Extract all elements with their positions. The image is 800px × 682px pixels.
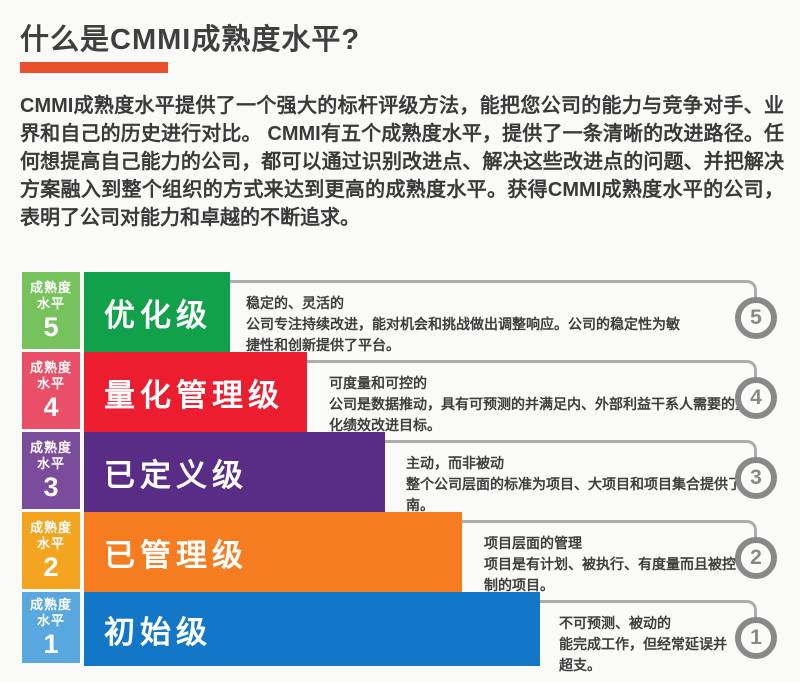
title-underline xyxy=(20,62,168,73)
level-badge: 5 xyxy=(735,297,777,339)
level-bar-title: 初始级 xyxy=(104,614,212,650)
intro-paragraph: CMMI成熟度水平提供了一个强大的标杆评级方法，能把您公司的能力与竞争对手、业界… xyxy=(20,95,784,229)
level-bar: 初始级 xyxy=(84,592,540,666)
level-badge: 1 xyxy=(735,617,777,659)
level-label-block: 成熟度 水平 1 xyxy=(22,592,80,663)
level-label-block: 成熟度 水平 2 xyxy=(22,512,80,589)
connector-line xyxy=(230,280,757,300)
description-summary: 主动，而非被动 xyxy=(406,455,504,471)
level-number: 4 xyxy=(43,392,59,422)
connector-line xyxy=(462,520,757,540)
level-bar-title: 已定义级 xyxy=(104,457,248,493)
level-label-line1: 成熟度 xyxy=(29,360,72,375)
connector-line xyxy=(385,440,757,460)
level-number: 5 xyxy=(43,312,59,342)
description-detail: 公司是数据推动，具有可预测的并满足内、外部利益干系人需要的量化绩效改进目标。 xyxy=(329,396,749,433)
badge-number: 2 xyxy=(750,546,762,569)
level-label-block: 成熟度 水平 5 xyxy=(22,272,80,349)
page-title: 什么是CMMI成熟度水平? xyxy=(20,24,361,56)
level-badge: 3 xyxy=(735,457,777,499)
level-number: 3 xyxy=(43,472,59,502)
description-summary: 可度量和可控的 xyxy=(329,375,427,391)
level-bar: 已管理级 xyxy=(84,512,462,592)
level-bar-title: 量化管理级 xyxy=(104,377,284,413)
maturity-level-row-1: 成熟度 水平 1 初始级 不可预测、被动的 能完成工作，但经常延误并超支。 1 xyxy=(0,592,800,673)
description-summary: 稳定的、灵活的 xyxy=(246,295,344,311)
level-label-line2: 水平 xyxy=(36,456,65,471)
level-label-line1: 成熟度 xyxy=(29,597,72,612)
level-bar: 量化管理级 xyxy=(84,352,307,432)
level-description: 稳定的、灵活的 公司专注持续改进，能对机会和挑战做出调整响应。公司的稳定性为敏捷… xyxy=(246,293,688,356)
description-detail: 项目是有计划、被执行、有度量而且被控制的项目。 xyxy=(484,556,736,593)
maturity-level-row-2: 成熟度 水平 2 已管理级 项目层面的管理 项目是有计划、被执行、有度量而且被控… xyxy=(0,512,800,593)
connector-line xyxy=(307,360,757,380)
level-badge: 2 xyxy=(735,537,777,579)
level-bar-title: 优化级 xyxy=(104,297,212,333)
level-number: 1 xyxy=(43,629,59,659)
description-detail: 整个公司层面的标准为项目、大项目和项目集合提供了指南。 xyxy=(406,476,756,513)
level-label-line1: 成熟度 xyxy=(29,440,72,455)
level-description: 不可预测、被动的 能完成工作，但经常延误并超支。 xyxy=(559,613,739,676)
level-description: 项目层面的管理 项目是有计划、被执行、有度量而且被控制的项目。 xyxy=(484,533,749,596)
level-description: 主动，而非被动 整个公司层面的标准为项目、大项目和项目集合提供了指南。 xyxy=(406,453,756,516)
level-label-line1: 成熟度 xyxy=(29,520,72,535)
level-label-line2: 水平 xyxy=(36,376,65,391)
level-badge: 4 xyxy=(735,377,777,419)
level-description: 可度量和可控的 公司是数据推动，具有可预测的并满足内、外部利益干系人需要的量化绩… xyxy=(329,373,759,436)
level-label-block: 成熟度 水平 3 xyxy=(22,432,80,509)
description-summary: 不可预测、被动的 xyxy=(559,615,671,631)
description-summary: 项目层面的管理 xyxy=(484,535,582,551)
connector-line xyxy=(540,600,757,620)
maturity-level-row-5: 成熟度 水平 5 优化级 稳定的、灵活的 公司专注持续改进，能对机会和挑战做出调… xyxy=(0,272,800,353)
level-bar-title: 已管理级 xyxy=(104,537,248,573)
level-label-block: 成熟度 水平 4 xyxy=(22,352,80,429)
level-number: 2 xyxy=(43,552,59,582)
badge-number: 4 xyxy=(750,386,762,409)
level-label-line1: 成熟度 xyxy=(29,280,72,295)
badge-number: 5 xyxy=(750,306,762,329)
maturity-diagram: 成熟度 水平 5 优化级 稳定的、灵活的 公司专注持续改进，能对机会和挑战做出调… xyxy=(0,272,800,673)
level-bar: 优化级 xyxy=(84,272,230,352)
description-detail: 能完成工作，但经常延误并超支。 xyxy=(559,636,727,673)
level-label-line2: 水平 xyxy=(36,296,65,311)
badge-number: 1 xyxy=(750,626,762,649)
description-detail: 公司专注持续改进，能对机会和挑战做出调整响应。公司的稳定性为敏捷性和创新提供了平… xyxy=(246,316,680,353)
maturity-level-row-3: 成熟度 水平 3 已定义级 主动，而非被动 整个公司层面的标准为项目、大项目和项… xyxy=(0,432,800,513)
badge-number: 3 xyxy=(750,466,762,489)
level-label-line2: 水平 xyxy=(36,613,65,628)
maturity-level-row-4: 成熟度 水平 4 量化管理级 可度量和可控的 公司是数据推动，具有可预测的并满足… xyxy=(0,352,800,433)
level-bar: 已定义级 xyxy=(84,432,385,512)
level-label-line2: 水平 xyxy=(36,536,65,551)
